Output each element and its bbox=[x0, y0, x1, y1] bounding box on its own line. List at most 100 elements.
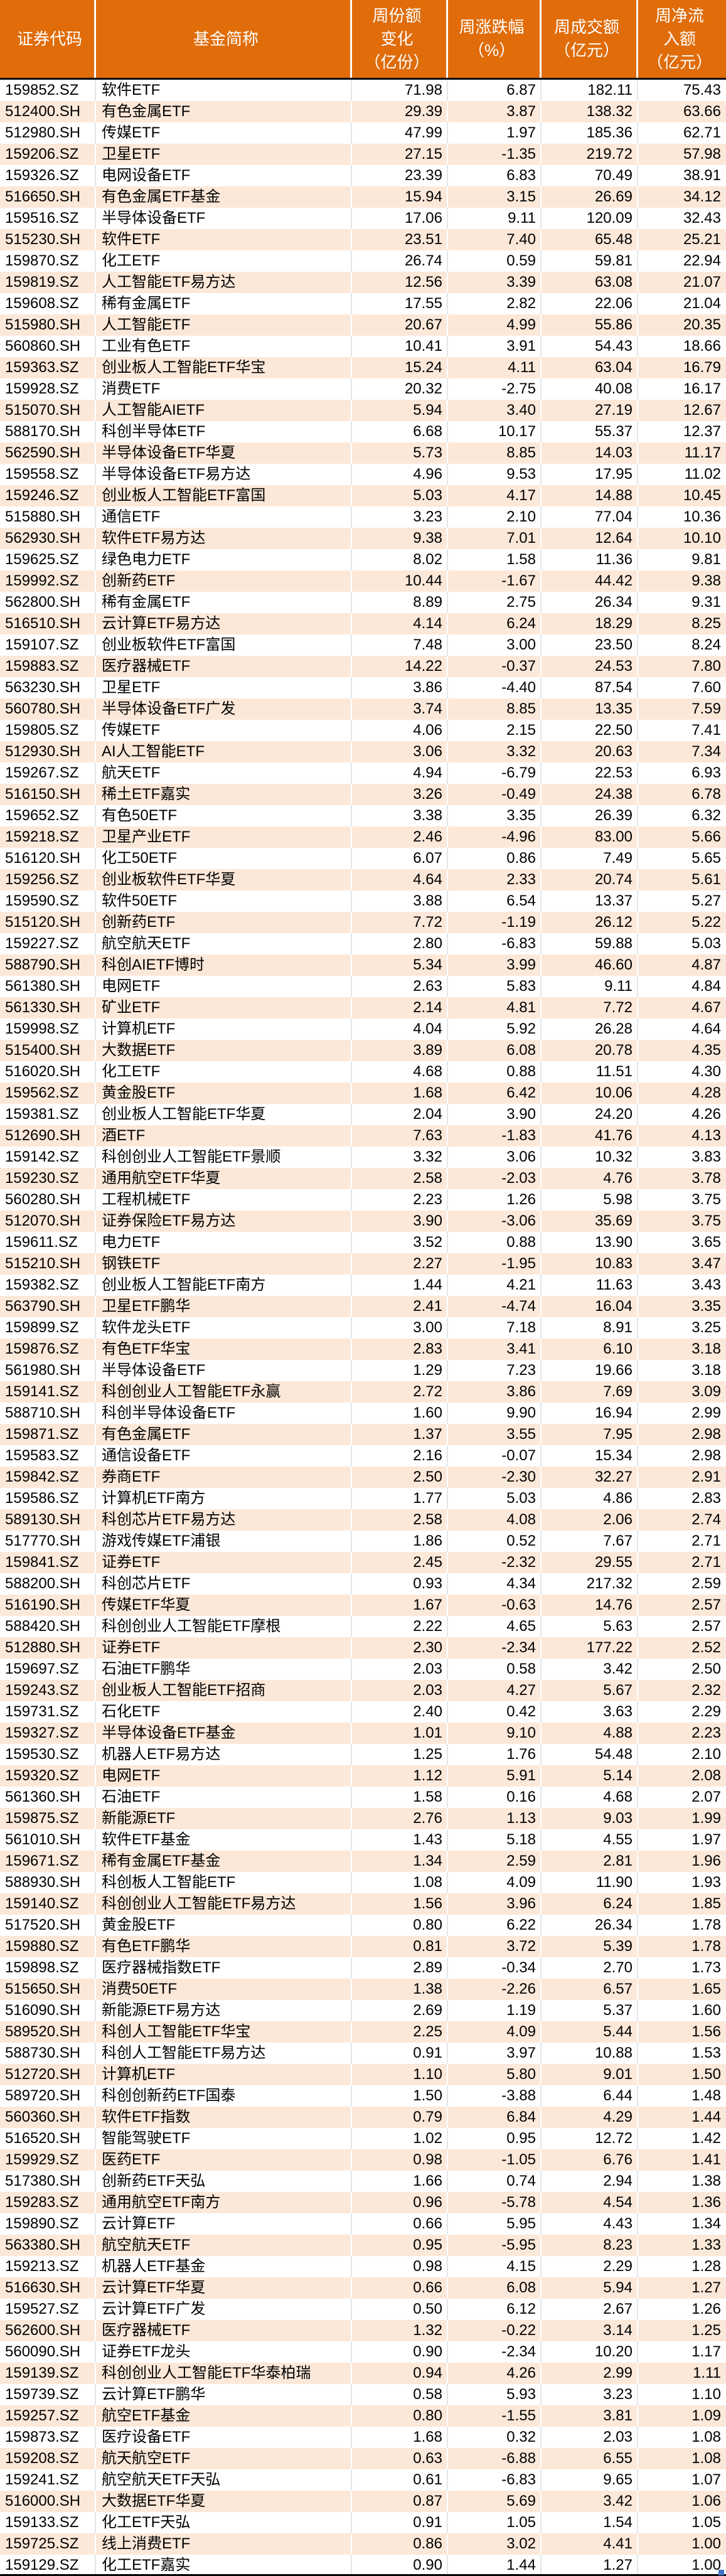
turnover-cell: 44.42 bbox=[542, 570, 638, 592]
pct-change-cell: -6.83 bbox=[448, 933, 542, 954]
security-code-cell: 588420.SH bbox=[0, 1616, 96, 1637]
security-code-cell: 159363.SZ bbox=[0, 357, 96, 378]
pct-change-cell: 3.35 bbox=[448, 805, 542, 826]
turnover-cell: 217.32 bbox=[542, 1573, 638, 1595]
table-row: 516000.SH 大数据ETF华夏 0.87 5.69 3.42 1.06 bbox=[0, 2491, 726, 2512]
table-row: 516090.SH 新能源ETF易方达 2.69 1.19 5.37 1.60 bbox=[0, 2000, 726, 2021]
pct-change-cell: -2.34 bbox=[448, 2341, 542, 2363]
fund-name-cell: 卫星ETF鹏华 bbox=[96, 1296, 352, 1317]
pct-change-cell: 3.99 bbox=[448, 954, 542, 976]
net-inflow-cell: 2.83 bbox=[691, 1490, 721, 1507]
share-change-cell: 6.07 bbox=[352, 848, 448, 869]
header-code-line: 证券代码 bbox=[16, 29, 82, 48]
share-change-cell: 0.79 bbox=[352, 2107, 448, 2128]
share-change-cell: 47.99 bbox=[352, 122, 448, 144]
fund-name-cell: 软件ETF易方达 bbox=[96, 528, 352, 549]
net-inflow-cell: 9.38 bbox=[691, 572, 721, 589]
net-inflow-cell: 4.13 bbox=[691, 1127, 721, 1144]
security-code-cell: 159841.SZ bbox=[0, 1552, 96, 1573]
turnover-cell: 219.72 bbox=[542, 144, 638, 165]
pct-change-cell: 3.32 bbox=[448, 741, 542, 762]
share-change-cell: 0.91 bbox=[352, 2512, 448, 2533]
fund-name-cell: 科创创业人工智能ETF华泰柏瑞 bbox=[96, 2363, 352, 2384]
table-row: 159611.SZ 电力ETF 3.52 0.88 13.90 3.65 bbox=[0, 1232, 726, 1253]
header-net_inflow: 周净流 入额 （亿元） bbox=[638, 0, 726, 78]
net-inflow-cell: 2.98 bbox=[691, 1426, 721, 1443]
table-row: 159873.SZ 医疗设备ETF 1.68 0.32 2.03 1.08 bbox=[0, 2427, 726, 2448]
net-inflow-cell: 10.36 bbox=[683, 508, 721, 525]
net-inflow-cell: 2.99 bbox=[691, 1404, 721, 1421]
security-code-cell: 159141.SZ bbox=[0, 1381, 96, 1403]
share-change-cell: 1.08 bbox=[352, 1872, 448, 1893]
pct-change-cell: 0.52 bbox=[448, 1531, 542, 1552]
turnover-cell: 65.48 bbox=[542, 229, 638, 250]
table-row: 159363.SZ 创业板人工智能ETF华宝 15.24 4.11 63.04 16.79 bbox=[0, 357, 726, 378]
share-change-cell: 20.32 bbox=[352, 378, 448, 400]
pct-change-cell: -1.05 bbox=[448, 2149, 542, 2171]
fund-name-cell: 科创板人工智能ETF bbox=[96, 1872, 352, 1893]
table-body: 159852.SZ 软件ETF 71.98 6.87 182.11 75.43 512400… bbox=[0, 80, 726, 2576]
security-code-cell: 560280.SH bbox=[0, 1189, 96, 1211]
table-row: 512880.SH 证券ETF 2.30 -2.34 177.22 2.52 bbox=[0, 1637, 726, 1659]
share-change-cell: 2.58 bbox=[352, 1168, 448, 1189]
net-inflow-cell: 7.34 bbox=[691, 743, 721, 760]
pct-change-cell: 0.88 bbox=[448, 1232, 542, 1253]
fund-name-cell: 科创AIETF博时 bbox=[96, 954, 352, 976]
turnover-cell: 63.08 bbox=[542, 272, 638, 293]
fund-name-cell: 卫星ETF bbox=[96, 144, 352, 165]
table-row: 159382.SZ 创业板人工智能ETF南方 1.44 4.21 11.63 3.43 bbox=[0, 1275, 726, 1296]
share-change-cell: 2.40 bbox=[352, 1701, 448, 1723]
pct-change-cell: 4.27 bbox=[448, 1680, 542, 1701]
turnover-cell: 10.83 bbox=[542, 1253, 638, 1275]
turnover-cell: 35.69 bbox=[542, 1211, 638, 1232]
share-change-cell: 2.16 bbox=[352, 1445, 448, 1467]
turnover-cell: 17.95 bbox=[542, 464, 638, 485]
share-change-cell: 1.02 bbox=[352, 2128, 448, 2149]
pct-change-cell: 4.26 bbox=[448, 2363, 542, 2384]
header-name: 基金简称 bbox=[96, 0, 352, 78]
table-row: 512690.SH 酒ETF 7.63 -1.83 41.76 4.13 bbox=[0, 1125, 726, 1146]
header-net_inflow-line: 入额 bbox=[663, 29, 696, 48]
turnover-cell: 8.91 bbox=[542, 1317, 638, 1339]
pct-change-cell: 4.99 bbox=[448, 314, 542, 336]
net-inflow-cell: 1.93 bbox=[691, 1874, 721, 1891]
turnover-cell: 55.86 bbox=[542, 314, 638, 336]
table-row: 159227.SZ 航空航天ETF 2.80 -6.83 59.88 5.03 bbox=[0, 933, 726, 954]
share-change-cell: 0.80 bbox=[352, 1915, 448, 1936]
turnover-cell: 4.88 bbox=[542, 1723, 638, 1744]
table-row: 159608.SZ 稀有金属ETF 17.55 2.82 22.06 21.04 bbox=[0, 293, 726, 314]
turnover-cell: 185.36 bbox=[542, 122, 638, 144]
net-inflow-cell: 4.64 bbox=[691, 1020, 721, 1037]
turnover-cell: 177.22 bbox=[542, 1637, 638, 1659]
security-code-cell: 515230.SH bbox=[0, 229, 96, 250]
fund-name-cell: 云计算ETF鹏华 bbox=[96, 2384, 352, 2405]
turnover-cell: 1.27 bbox=[542, 2555, 638, 2576]
table-row: 562600.SH 医疗器械ETF 1.32 -0.22 3.14 1.25 bbox=[0, 2320, 726, 2341]
fund-name-cell: 计算机ETF bbox=[96, 2064, 352, 2085]
share-change-cell: 0.93 bbox=[352, 1573, 448, 1595]
net-inflow-cell: 7.80 bbox=[691, 658, 721, 675]
share-change-cell: 1.68 bbox=[352, 1082, 448, 1104]
fund-name-cell: 化工ETF bbox=[96, 250, 352, 272]
net-inflow-cell: 12.37 bbox=[683, 423, 721, 440]
table-row: 159516.SZ 半导体设备ETF 17.06 9.11 120.09 32.43 bbox=[0, 208, 726, 229]
net-inflow-cell: 1.99 bbox=[691, 1810, 721, 1827]
fund-name-cell: 航空ETF基金 bbox=[96, 2405, 352, 2427]
share-change-cell: 4.96 bbox=[352, 464, 448, 485]
table-row: 562590.SH 半导体设备ETF华夏 5.73 8.85 14.03 11.17 bbox=[0, 442, 726, 464]
net-inflow-cell: 57.98 bbox=[683, 146, 721, 163]
security-code-cell: 516000.SH bbox=[0, 2491, 96, 2512]
net-inflow-cell: 3.83 bbox=[691, 1148, 721, 1165]
security-code-cell: 516020.SH bbox=[0, 1061, 96, 1082]
fund-name-cell: 医疗器械ETF bbox=[96, 656, 352, 677]
turnover-cell: 22.50 bbox=[542, 720, 638, 741]
pct-change-cell: 0.58 bbox=[448, 1659, 542, 1680]
security-code-cell: 159876.SZ bbox=[0, 1339, 96, 1360]
table-row: 159141.SZ 科创创业人工智能ETF永赢 2.72 3.86 7.69 3.09 bbox=[0, 1381, 726, 1403]
selection-handle[interactable] bbox=[718, 2570, 724, 2575]
table-row: 159530.SZ 机器人ETF易方达 1.25 1.76 54.48 2.10 bbox=[0, 1744, 726, 1765]
share-change-cell: 1.44 bbox=[352, 1275, 448, 1296]
turnover-cell: 2.03 bbox=[542, 2427, 638, 2448]
share-change-cell: 0.50 bbox=[352, 2299, 448, 2320]
fund-name-cell: 半导体设备ETF华夏 bbox=[96, 442, 352, 464]
